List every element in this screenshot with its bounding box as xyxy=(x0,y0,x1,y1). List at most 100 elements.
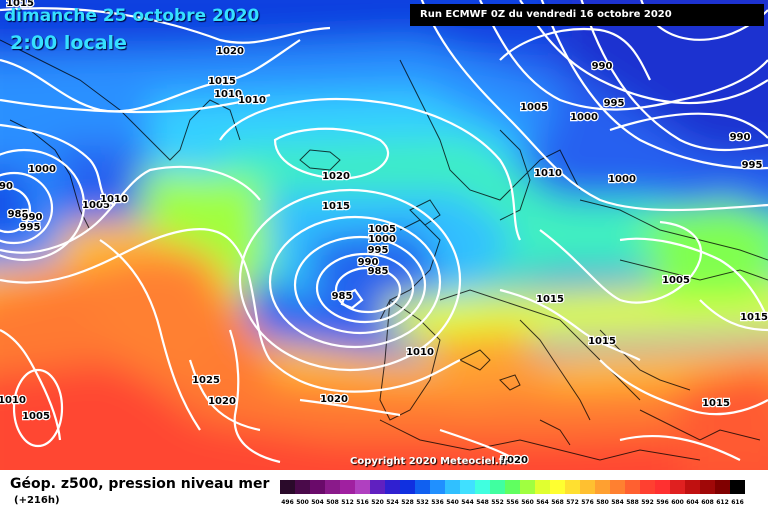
legend-swatch xyxy=(700,480,715,494)
map-canvas: 1015102010151010101010001005101098599099… xyxy=(0,0,768,470)
legend-value: 500 xyxy=(296,499,309,506)
isobar-label: 985 xyxy=(368,266,389,277)
legend-swatch xyxy=(655,480,670,494)
isobar-label: 1015 xyxy=(6,0,34,9)
legend-value: 576 xyxy=(581,499,594,506)
legend-swatch xyxy=(505,480,520,494)
legend-swatch xyxy=(625,480,640,494)
legend-value: 604 xyxy=(686,499,699,506)
legend-swatch xyxy=(475,480,490,494)
legend-swatch xyxy=(355,480,370,494)
legend-swatch xyxy=(385,480,400,494)
legend-swatch xyxy=(580,480,595,494)
legend-value: 608 xyxy=(701,499,714,506)
isobar-label: 1020 xyxy=(322,171,350,182)
legend-swatch xyxy=(415,480,430,494)
isobar-label: 990 xyxy=(22,212,43,223)
isobar-label: 995 xyxy=(604,98,625,109)
isobar-label: 1005 xyxy=(520,102,548,113)
isobar-label: 1005 xyxy=(82,200,110,211)
legend-swatch xyxy=(400,480,415,494)
legend-swatch xyxy=(535,480,550,494)
isobar-label: 1010 xyxy=(238,95,266,106)
legend-value: 524 xyxy=(386,499,399,506)
legend-value: 508 xyxy=(326,499,339,506)
legend-swatch xyxy=(460,480,475,494)
isobar-label: 1020 xyxy=(216,46,244,57)
legend-swatch xyxy=(295,480,310,494)
legend-swatch xyxy=(520,480,535,494)
legend-value: 536 xyxy=(431,499,444,506)
legend-swatch xyxy=(730,480,745,494)
legend-swatch xyxy=(685,480,700,494)
legend-value: 568 xyxy=(551,499,564,506)
isobar-label: 990 xyxy=(592,61,613,72)
isobar-label: 1005 xyxy=(662,275,690,286)
isobar-label: 995 xyxy=(368,245,389,256)
isobar-label: 995 xyxy=(742,160,763,171)
legend-swatch xyxy=(490,480,505,494)
legend-value: 532 xyxy=(416,499,429,506)
legend-value: 528 xyxy=(401,499,414,506)
legend-value: 516 xyxy=(356,499,369,506)
legend-value: 504 xyxy=(311,499,324,506)
legend-swatch xyxy=(340,480,355,494)
isobar-label: 1015 xyxy=(588,336,616,347)
footer: Géop. z500, pression niveau mer (+216h) … xyxy=(0,470,768,512)
isobar-label: 1010 xyxy=(534,168,562,179)
isobar-label: 990 xyxy=(730,132,751,143)
isobar-label: 1010 xyxy=(100,194,128,205)
legend-swatch xyxy=(370,480,385,494)
parameter-label: Géop. z500, pression niveau mer xyxy=(10,476,270,492)
forecast-time: 2:00 locale xyxy=(10,32,127,54)
isobar-label: 1000 xyxy=(368,234,396,245)
legend-swatch xyxy=(325,480,340,494)
isobar-label: 1005 xyxy=(22,411,50,422)
isobar-label: 985 xyxy=(8,209,29,220)
legend-value: 580 xyxy=(596,499,609,506)
legend-swatch xyxy=(640,480,655,494)
legend-value: 572 xyxy=(566,499,579,506)
isobar-lines xyxy=(0,0,768,462)
isobar-label: 985 xyxy=(332,291,353,302)
legend-value: 552 xyxy=(491,499,504,506)
legend-value: 612 xyxy=(716,499,729,506)
isobar-label: 1000 xyxy=(28,164,56,175)
legend-value: 560 xyxy=(521,499,534,506)
isobar-label: 1010 xyxy=(406,347,434,358)
run-info: Run ECMWF 0Z du vendredi 16 octobre 2020 xyxy=(410,4,764,26)
legend-swatch xyxy=(595,480,610,494)
legend-value: 544 xyxy=(461,499,474,506)
legend-value: 548 xyxy=(476,499,489,506)
isobar-label: 995 xyxy=(20,222,41,233)
legend-swatch xyxy=(430,480,445,494)
legend-value: 556 xyxy=(506,499,519,506)
isobar-label: 1005 xyxy=(368,224,396,235)
legend-value: 540 xyxy=(446,499,459,506)
legend-value: 584 xyxy=(611,499,624,506)
isobar-label: 1010 xyxy=(214,89,242,100)
legend-swatch xyxy=(310,480,325,494)
legend-value: 596 xyxy=(656,499,669,506)
legend-swatch xyxy=(550,480,565,494)
legend-swatch xyxy=(445,480,460,494)
forecast-date: dimanche 25 octobre 2020 xyxy=(4,6,260,26)
legend-value: 616 xyxy=(731,499,744,506)
isobar-label: 1010 xyxy=(0,395,26,406)
weather-map: 1015 1020 1015 1010 1010 1000 1005 1010 985 990 99… xyxy=(0,0,768,470)
isobar-label: 1015 xyxy=(208,76,236,87)
legend-swatch xyxy=(715,480,730,494)
isobar-labels: 1015102010151010101010001005101098599099… xyxy=(0,0,768,467)
legend-swatch xyxy=(610,480,625,494)
isobar-label: 1015 xyxy=(536,294,564,305)
isobar-label: 1015 xyxy=(322,201,350,212)
legend-value: 520 xyxy=(371,499,384,506)
isobar-label: 1020 xyxy=(320,394,348,405)
copyright: Copyright 2020 Meteociel.fr xyxy=(350,456,508,467)
isobar-label: 1015 xyxy=(740,312,768,323)
isobar-label: 1020 xyxy=(208,396,236,407)
isobar-label: 1015 xyxy=(702,398,730,409)
isobar-label: 1000 xyxy=(608,174,636,185)
isobar-label: 1000 xyxy=(570,112,598,123)
legend-value: 592 xyxy=(641,499,654,506)
